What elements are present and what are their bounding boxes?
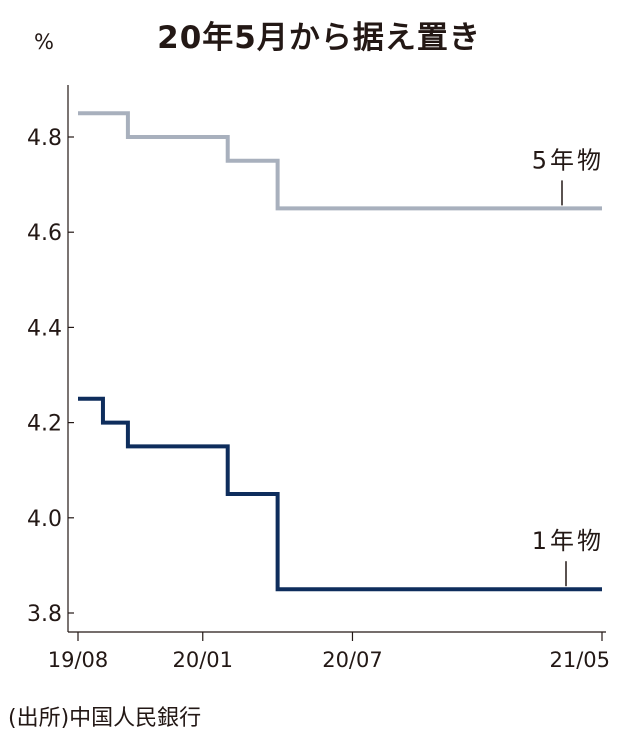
- x-tick-label: 20/01: [172, 648, 233, 672]
- y-tick-label: 4.6: [27, 221, 62, 246]
- y-tick-label: 4.0: [27, 507, 62, 532]
- x-axis: 19/08 20/01 20/07 21/05: [48, 631, 610, 672]
- source-note: (出所)中国人民銀行: [8, 706, 202, 731]
- x-tick-label: 20/07: [322, 648, 383, 672]
- series-label: 1年物: [532, 527, 604, 555]
- y-tick-label: 4.2: [27, 412, 62, 437]
- y-axis-unit-label: %: [34, 30, 54, 54]
- x-tick-label: 21/05: [549, 648, 610, 672]
- series-lines: 5年物 1年物: [78, 111, 604, 592]
- y-tick-label: 4.4: [27, 316, 62, 341]
- series-line-1y: [78, 396, 602, 592]
- y-tick-label: 3.8: [27, 602, 62, 627]
- series-line-5y: [78, 111, 602, 211]
- chart-title: 20年5月から据え置き: [157, 20, 481, 56]
- series-label: 5年物: [532, 146, 604, 174]
- y-tick-label: 4.8: [27, 126, 62, 151]
- y-axis: 3.8 4.0 4.2 4.4 4.6 4.8: [27, 85, 74, 632]
- x-tick-label: 19/08: [48, 648, 109, 672]
